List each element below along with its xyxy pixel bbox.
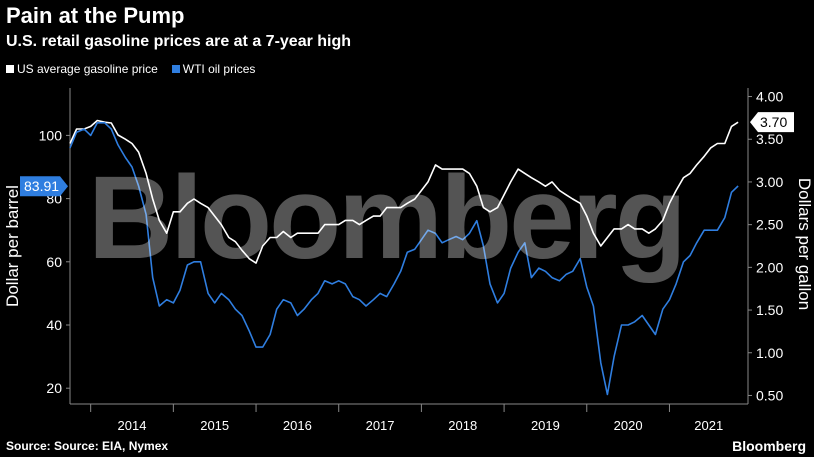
x-tick-label: 2016	[283, 418, 312, 433]
x-tick-label: 2015	[200, 418, 229, 433]
x-tick-label: 2020	[614, 418, 643, 433]
legend-swatch-gas	[6, 65, 14, 73]
legend-item-wti: WTI oil prices	[171, 62, 256, 76]
right-axis-title: Dollars per gallon	[795, 178, 814, 310]
legend-label-wti: WTI oil prices	[182, 62, 256, 76]
legend-swatch-wti	[171, 65, 180, 73]
right-tick-label: 2.00	[756, 259, 783, 275]
chart-title: Pain at the Pump	[6, 3, 185, 28]
wti-last-value-label: 83.91	[24, 178, 59, 194]
legend: US average gasoline price WTI oil prices	[6, 62, 255, 76]
legend-label-gas: US average gasoline price	[17, 62, 158, 76]
gas-last-value-label: 3.70	[760, 114, 787, 130]
x-tick-label: 2021	[694, 418, 723, 433]
left-tick-label: 40	[46, 317, 62, 333]
right-tick-label: 1.50	[756, 302, 783, 318]
right-tick-label: 3.00	[756, 174, 783, 190]
wti-price-line	[69, 122, 739, 396]
gas-price-line	[69, 119, 739, 264]
gas-last-value-box	[750, 112, 794, 133]
brand-logo: Bloomberg	[732, 438, 806, 454]
left-tick-label: 20	[46, 380, 62, 396]
right-tick-label: 4.00	[756, 89, 783, 105]
chart-subtitle: U.S. retail gasoline prices are at a 7-y…	[6, 33, 352, 50]
x-tick-label: 2017	[366, 418, 395, 433]
legend-item-gas: US average gasoline price	[6, 62, 158, 76]
left-tick-label: 100	[39, 127, 63, 143]
right-tick-label: 2.50	[756, 217, 783, 233]
source-note: Source: Source: EIA, Nymex	[6, 439, 169, 453]
x-tick-label: 2018	[448, 418, 477, 433]
right-tick-label: 3.50	[756, 131, 783, 147]
left-tick-label: 60	[46, 254, 62, 270]
wti-last-value-box	[20, 176, 68, 197]
x-tick-label: 2019	[531, 418, 560, 433]
right-tick-label: 1.00	[756, 345, 783, 361]
right-tick-label: 0.50	[756, 387, 783, 403]
left-axis-title: Dollar per barrel	[3, 185, 22, 307]
x-tick-label: 2014	[118, 418, 147, 433]
